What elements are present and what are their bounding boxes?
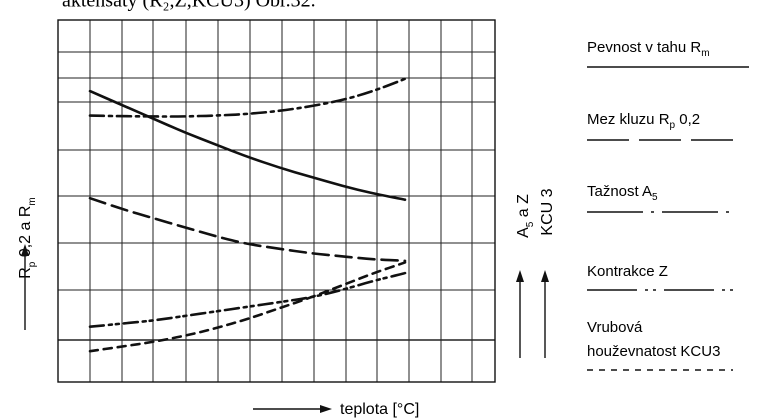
x-axis-label: teplota [°C]: [340, 401, 419, 418]
legend: Pevnost v tahu Rm Mez kluzu Rp 0,2 Tažno…: [587, 39, 749, 371]
series-line-4: [88, 261, 407, 353]
svg-text:Rp 0,2 a Rm: Rp 0,2 a Rm: [17, 197, 38, 279]
series-line-3: [88, 271, 407, 328]
x-axis-arrowhead: [320, 405, 332, 413]
legend-elong-label: Tažnost A5: [587, 183, 658, 203]
series-line-2: [88, 77, 407, 118]
y-right1-main: A: [515, 227, 532, 238]
chart-series-group: [88, 77, 407, 353]
y-left-arrowhead: [21, 244, 29, 256]
y-axis-left-label: Rp 0,2 a Rm: [17, 197, 38, 330]
series-line-1: [88, 196, 407, 263]
y-right1-tail: a Z: [515, 194, 532, 222]
y-left-sub: p: [27, 261, 38, 267]
legend-strength-label: Pevnost v tahu Rm: [587, 39, 710, 59]
y-right2-label: KCU 3: [539, 188, 556, 235]
y-right1-arrowhead: [516, 270, 524, 282]
legend-kcu-line2: houževnatost KCU3: [587, 343, 720, 360]
y-right2-arrowhead: [541, 270, 549, 282]
y-left-mid: 0,2 a R: [17, 206, 34, 262]
y-right1-sub: 5: [525, 221, 536, 227]
header-fragment: aktensaty (R₂,Z,KCU3) Obr.32.: [62, 0, 316, 12]
chart-grid: [58, 20, 495, 382]
chart-frame: [57, 19, 496, 383]
x-axis-label-group: teplota [°C]: [253, 401, 419, 418]
legend-contraction-label: Kontrakce Z: [587, 263, 668, 280]
svg-text:A5 a Z: A5 a Z: [515, 194, 536, 238]
y-left-sub2: m: [27, 197, 38, 205]
legend-kcu-line1: Vrubová: [587, 319, 643, 336]
y-axis-right-labels: A5 a Z KCU 3: [515, 188, 556, 358]
series-line-0: [88, 89, 407, 201]
legend-yield-label: Mez kluzu Rp 0,2: [587, 111, 700, 131]
